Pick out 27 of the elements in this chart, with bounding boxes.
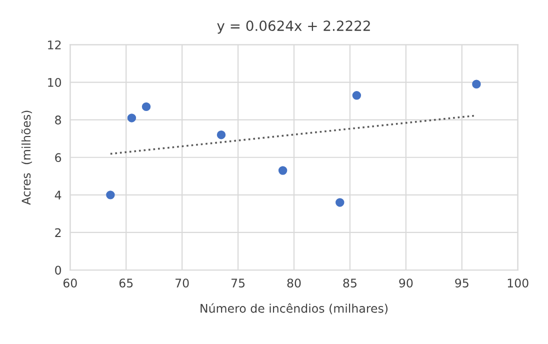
point [216,130,226,140]
x-tick-label: 75 [231,278,245,288]
y-tick-label: 12 [48,40,61,50]
chart-title: y = 0.0624x + 2.2222 [217,20,370,34]
x-axis-title: Número de incêndios (milhares) [200,303,388,314]
y-tick-label: 8 [55,116,62,124]
point [127,114,136,122]
y-tick-label: 2 [55,228,61,237]
x-tick-label: 80 [287,278,301,288]
point [336,198,344,207]
y-tick-label: 6 [55,153,62,162]
x-tick-label: 85 [343,278,356,288]
x-tick-label: 90 [399,278,413,288]
point [106,190,115,200]
x-tick-label: 70 [176,278,189,288]
x-tick-label: 60 [63,278,77,288]
point [278,166,288,175]
y-tick-label: 0 [55,266,62,275]
x-tick-label: 100 [508,278,528,288]
x-tick-label: 65 [119,278,133,288]
y-tick-label: 4 [54,190,62,200]
y-tick-label: 10 [48,78,62,87]
point [472,80,481,89]
point [142,102,151,112]
x-tick-label: 95 [455,278,468,288]
y-axis-title: Acres (milhões) [21,110,32,205]
point [352,91,362,100]
